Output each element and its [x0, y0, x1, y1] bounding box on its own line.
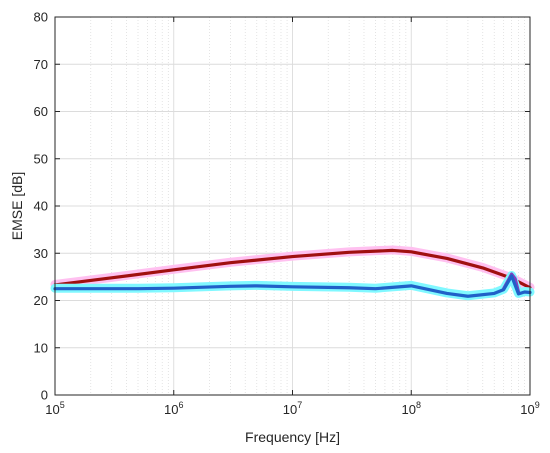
x-axis-title: Frequency [Hz]: [245, 429, 340, 445]
x-tick-label: 108: [402, 400, 421, 417]
y-tick-label: 10: [34, 340, 48, 355]
y-tick-label: 30: [34, 246, 48, 261]
x-tick-labels: 105 106 107 108 109: [45, 400, 539, 417]
y-tick-label: 0: [41, 388, 48, 403]
y-tick-label: 70: [34, 57, 48, 72]
y-tick-label: 80: [34, 10, 48, 25]
x-tick-label: 109: [520, 400, 539, 417]
y-tick-label: 40: [34, 199, 48, 214]
x-tick-label: 105: [45, 400, 64, 417]
x-tick-label: 106: [164, 400, 183, 417]
series-line-2: [53, 248, 532, 290]
y-tick-label: 60: [34, 104, 48, 119]
y-tick-labels: 0 10 20 30 40 50 60 70 80: [34, 10, 48, 403]
series-line-5: [53, 274, 532, 298]
y-tick-label: 20: [34, 293, 48, 308]
series-layer: [50, 245, 535, 301]
plot-frame: [54, 16, 531, 396]
y-tick-label: 50: [34, 151, 48, 166]
y-axis-title: EMSE [dB]: [9, 172, 25, 240]
x-tick-label: 107: [283, 400, 302, 417]
